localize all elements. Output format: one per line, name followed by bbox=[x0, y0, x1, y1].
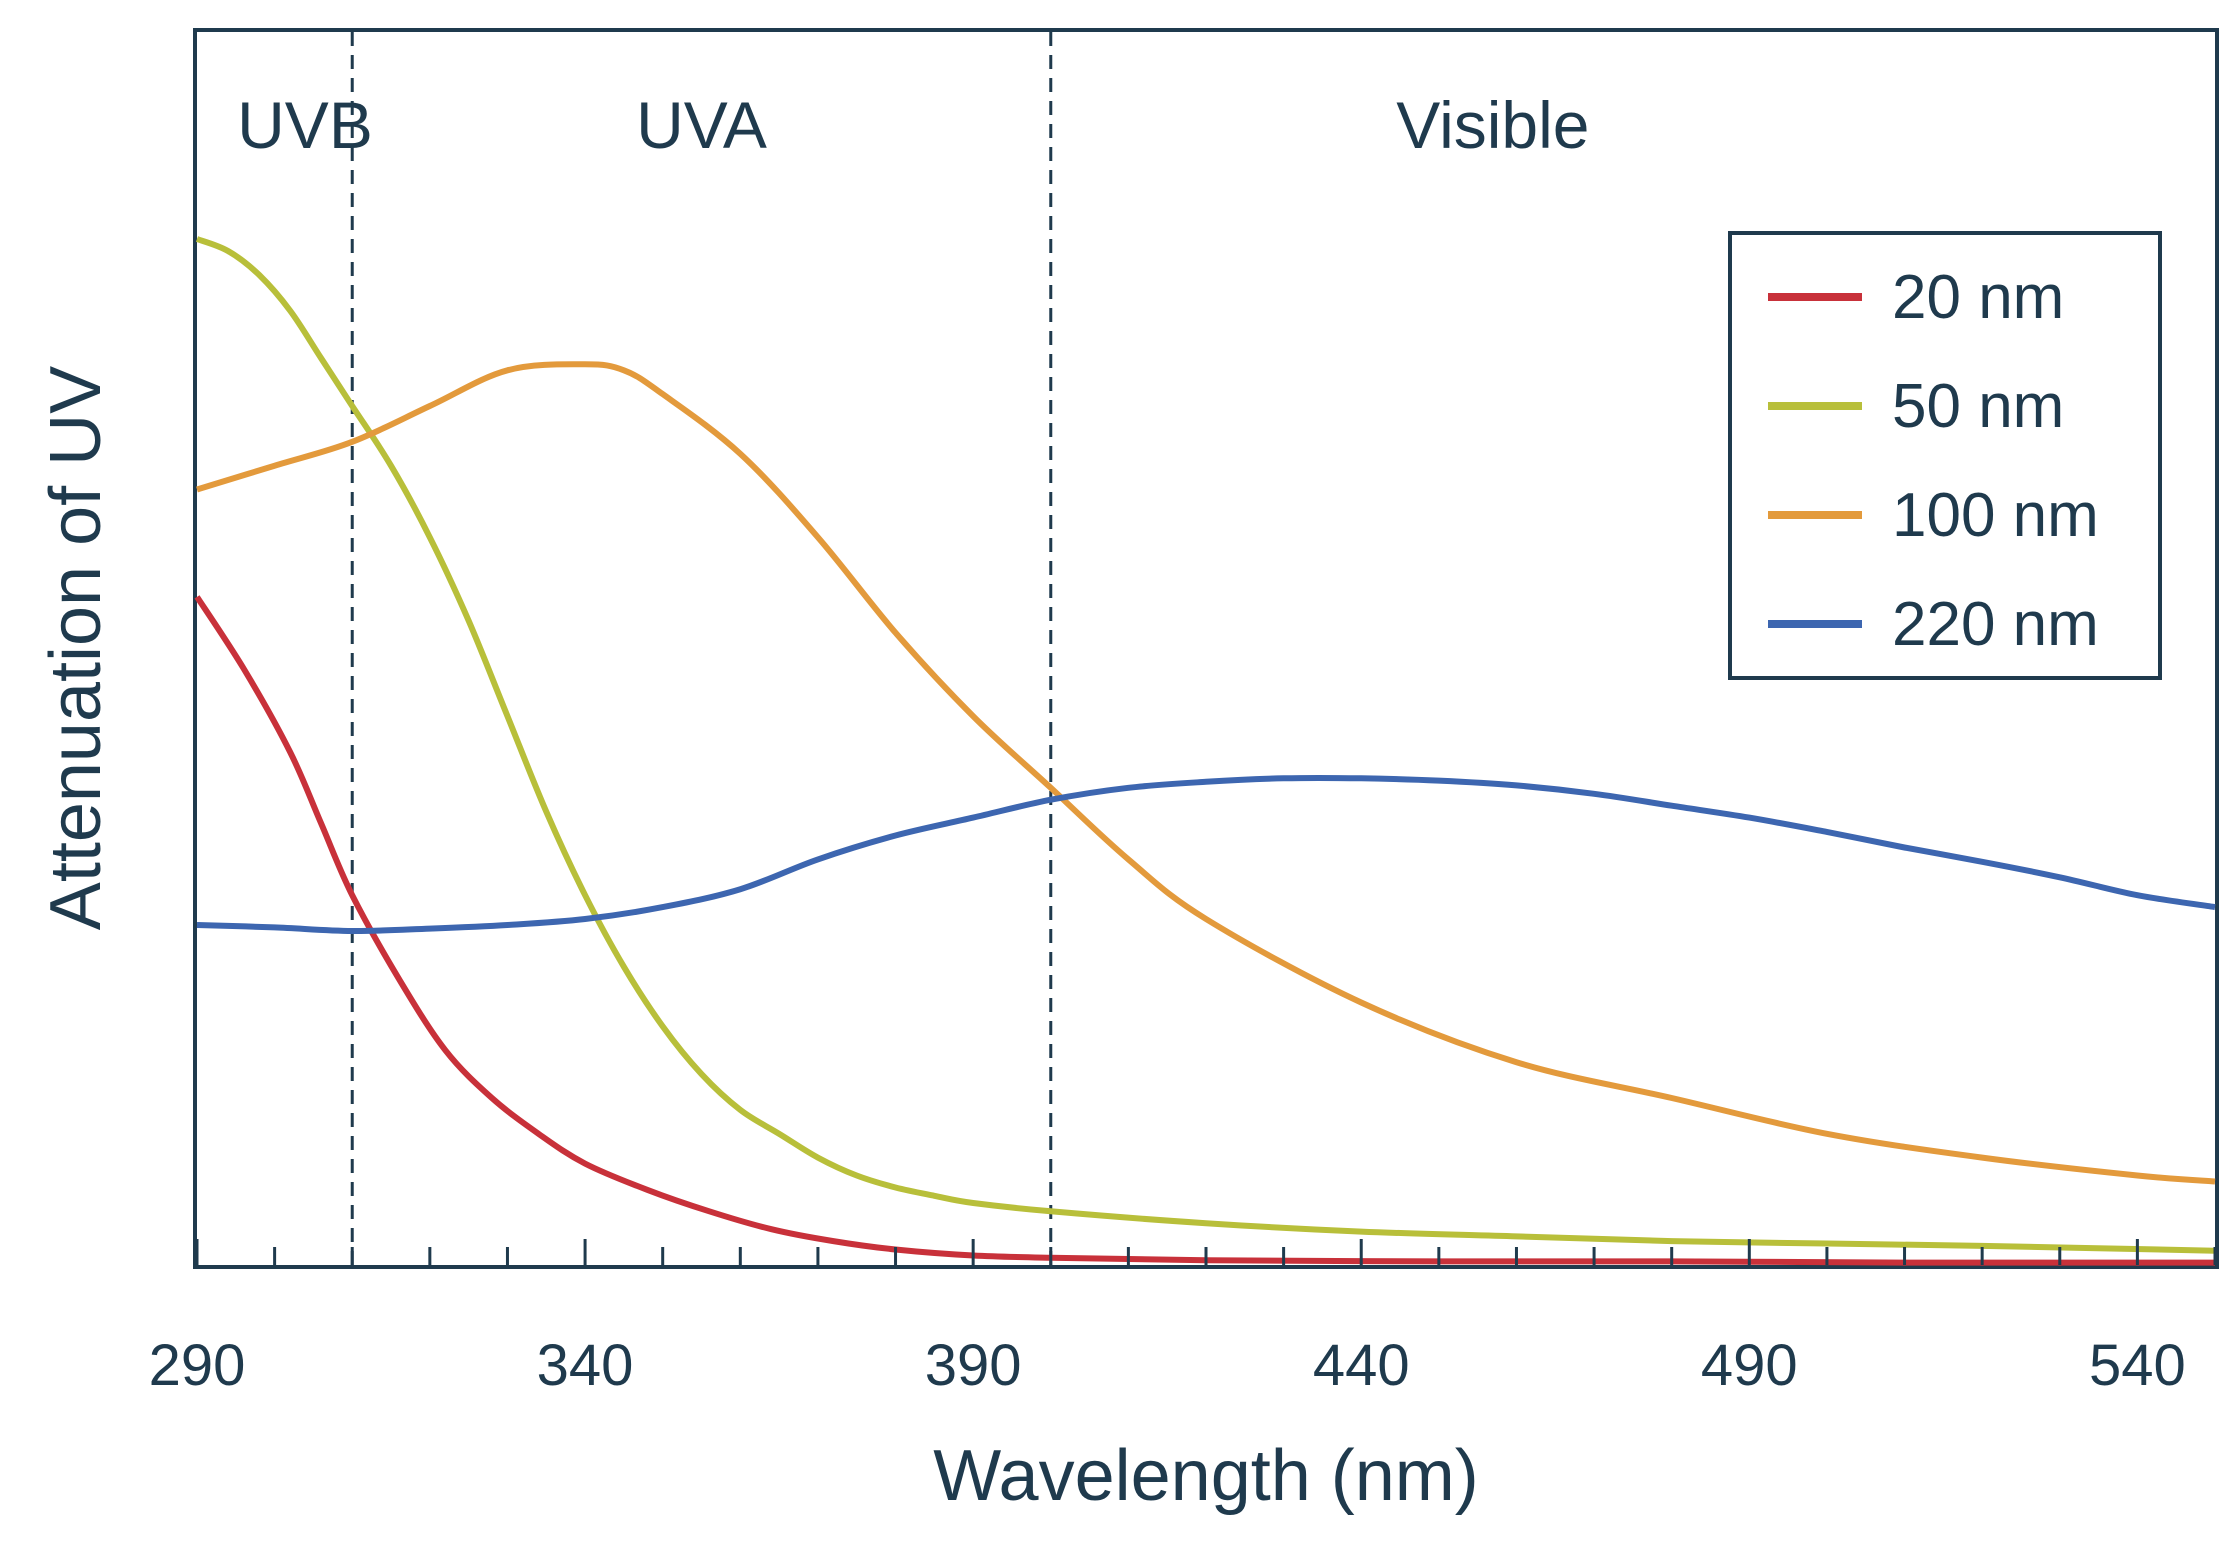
x-tick-label: 390 bbox=[925, 1333, 1022, 1398]
region-label-uva: UVA bbox=[636, 88, 767, 162]
x-axis-ticks bbox=[195, 1239, 2217, 1265]
region-dividers bbox=[350, 32, 1053, 1265]
series-line-50-nm bbox=[195, 236, 2216, 1254]
x-tick-label: 290 bbox=[149, 1333, 246, 1398]
x-axis-title: Wavelength (nm) bbox=[933, 1436, 1479, 1516]
legend-label: 20 nm bbox=[1892, 263, 2064, 332]
series-line-20-nm bbox=[194, 595, 2216, 1266]
x-tick-label: 540 bbox=[2089, 1333, 2186, 1398]
x-tick-label: 340 bbox=[537, 1333, 634, 1398]
series-line-100-nm bbox=[196, 361, 2216, 1185]
series-lines bbox=[194, 236, 2216, 1266]
legend: 20 nm 50 nm 100 nm 220 nm bbox=[1728, 231, 2162, 680]
region-labels: UVB UVA Visible bbox=[237, 88, 1589, 162]
series-line-220-nm bbox=[196, 774, 2216, 935]
legend-label: 220 nm bbox=[1892, 590, 2099, 659]
legend-label: 100 nm bbox=[1892, 481, 2099, 550]
x-tick-label: 490 bbox=[1701, 1333, 1798, 1398]
region-label-visible: Visible bbox=[1396, 88, 1589, 162]
region-label-uvb: UVB bbox=[237, 88, 373, 162]
plot-area-frame bbox=[193, 28, 2219, 1269]
x-tick-label: 440 bbox=[1313, 1333, 1410, 1398]
y-axis-title: Attenuation of UV bbox=[36, 366, 116, 930]
legend-label: 50 nm bbox=[1892, 372, 2064, 441]
legend-box bbox=[1728, 231, 2162, 680]
x-axis-tick-labels: 290 340 390 440 490 540 bbox=[149, 1333, 2186, 1398]
